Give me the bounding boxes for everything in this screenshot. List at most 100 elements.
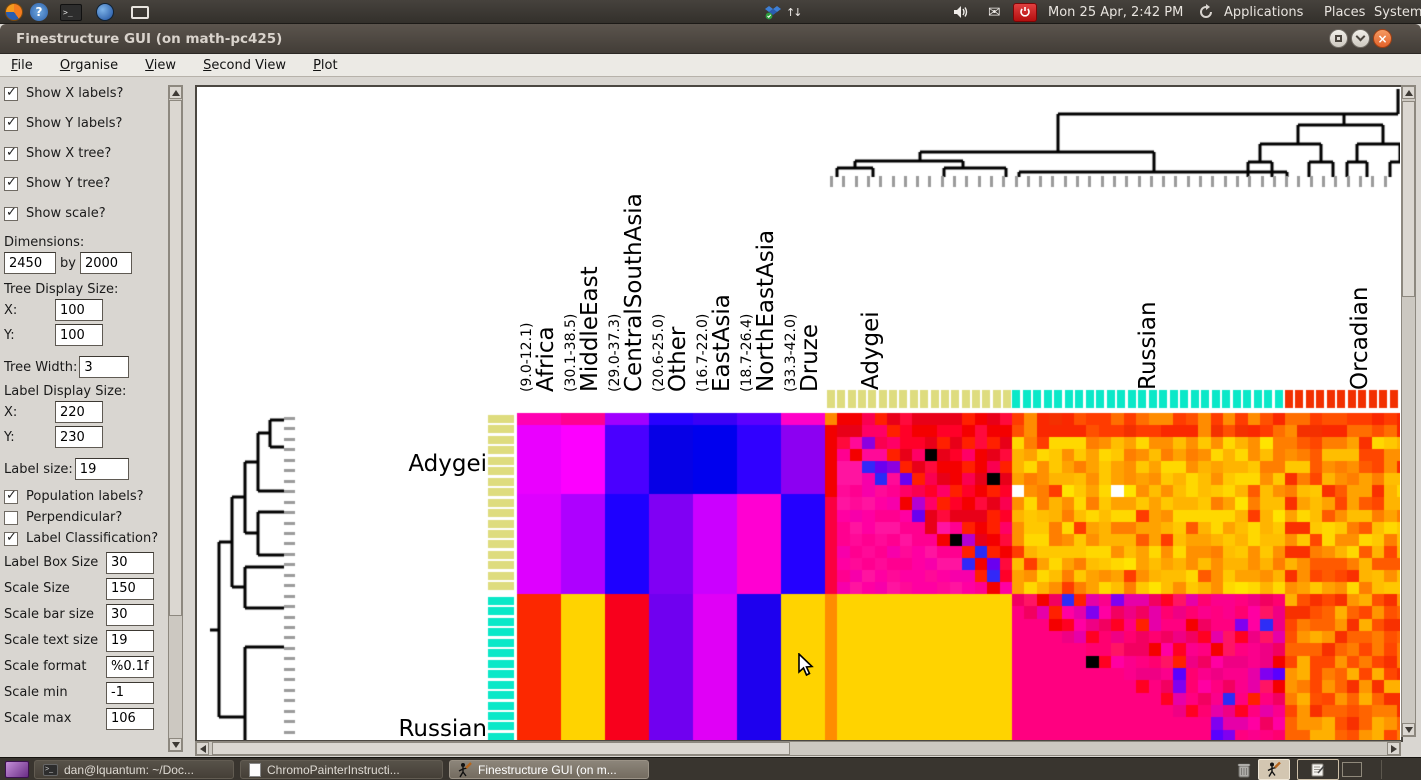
tree-display-size-label: Tree Display Size: <box>4 282 119 297</box>
clock[interactable]: Mon 25 Apr, 2:42 PM <box>1048 4 1184 20</box>
arrow-down-icon <box>171 741 180 748</box>
help-launcher[interactable]: ? <box>30 0 48 24</box>
menu-organise[interactable]: Organise <box>59 58 119 73</box>
scroll-up-button[interactable] <box>1402 86 1415 99</box>
checkbox-show-y-tree[interactable]: ✓ Show Y tree? <box>4 174 111 191</box>
menu-view[interactable]: View <box>145 58 177 73</box>
show-desktop-button[interactable] <box>5 761 29 778</box>
menu-file[interactable]: File <box>11 58 33 73</box>
dimension-width-input[interactable] <box>4 252 56 274</box>
sidebar-scrollbar[interactable] <box>168 85 183 752</box>
taskbar-window-finestructure[interactable]: Finestructure GUI (on m... <box>449 760 649 779</box>
dimension-height-input[interactable] <box>79 252 132 274</box>
scale-bar-size-label: Scale bar size <box>4 607 95 622</box>
tray-finestructure-button[interactable] <box>1258 759 1290 780</box>
checkbox-show-y-labels[interactable]: ✓ Show Y labels? <box>4 114 123 131</box>
menu-second-view[interactable]: Second View <box>203 58 286 73</box>
scrollbar-thumb[interactable] <box>169 100 182 616</box>
arrow-up-icon <box>171 89 180 96</box>
tree-display-x-input[interactable] <box>55 299 103 321</box>
top-panel: ? >_ ↑↓ ✉ Mon 25 Apr, 2:42 PM <box>0 0 1421 24</box>
plot-viewport: (9.0-12.1) Africa (30.1-38.5) MiddleEast… <box>195 85 1403 742</box>
label-size-input[interactable] <box>74 458 129 480</box>
firefox-launcher[interactable] <box>5 0 23 24</box>
coancestry-heatmap-canvas[interactable] <box>197 87 1400 740</box>
workspace-switcher[interactable] <box>1342 762 1362 777</box>
taskbar: >_ dan@lquantum: ~/Doc... ChromoPainterI… <box>0 757 1421 780</box>
check-icon: ✓ <box>6 487 17 503</box>
checkbox-population-labels[interactable]: ✓ Population labels? <box>4 487 144 504</box>
tray-notes-button[interactable] <box>1297 759 1339 780</box>
terminal-launcher[interactable]: >_ <box>60 0 82 24</box>
menu-plot[interactable]: Plot <box>313 58 338 73</box>
scale-size-input[interactable] <box>106 577 154 600</box>
taskbar-window-terminal[interactable]: >_ dan@lquantum: ~/Doc... <box>34 760 234 779</box>
row-group-label-russian: Russian <box>398 716 487 742</box>
scale-text-size-input[interactable] <box>106 629 154 652</box>
menu-system[interactable]: System <box>1374 4 1421 20</box>
tree-display-y-input[interactable] <box>55 324 103 346</box>
scroll-down-button[interactable] <box>169 738 182 751</box>
menu-places[interactable]: Places <box>1324 4 1366 20</box>
label-display-x-input[interactable] <box>55 401 103 423</box>
col-label-other: Other <box>665 326 691 392</box>
scale-format-label: Scale format <box>4 659 87 674</box>
col-group-label-russian: Russian <box>1135 301 1161 390</box>
window-minimize-button[interactable] <box>1351 29 1370 48</box>
thunderbird-launcher[interactable] <box>96 0 114 24</box>
scroll-right-button[interactable] <box>1387 742 1400 755</box>
label-display-y-input[interactable] <box>55 426 103 448</box>
taskbar-window-chromopainter[interactable]: ChromoPainterInstructi... <box>240 760 443 779</box>
check-icon: ✓ <box>6 84 17 100</box>
plot-vertical-scrollbar[interactable] <box>1401 85 1416 737</box>
power-icon <box>1013 2 1037 22</box>
label-size-label: Label size: <box>4 461 73 477</box>
dimensions-label: Dimensions: <box>4 235 85 250</box>
checkbox-show-x-labels[interactable]: ✓ Show X labels? <box>4 84 124 101</box>
label-box-size-input[interactable] <box>106 551 154 574</box>
tree-width-input[interactable] <box>79 356 130 378</box>
tree-x-label: X: <box>4 302 18 318</box>
plot-horizontal-scrollbar[interactable] <box>195 741 1401 756</box>
scrollbar-thumb[interactable] <box>212 742 790 755</box>
window-titlebar[interactable]: Finestructure GUI (on math-pc425) × <box>0 24 1421 54</box>
mouse-cursor <box>798 653 814 677</box>
scale-min-input[interactable] <box>106 681 154 704</box>
scrollbar-thumb[interactable] <box>1402 101 1415 297</box>
settings-sidebar: ✓ Show X labels? ✓ Show Y labels? ✓ Show X … <box>0 77 168 756</box>
dropbox-tray[interactable] <box>765 0 781 24</box>
menu-applications[interactable]: Applications <box>1224 4 1304 20</box>
window-maximize-button[interactable] <box>1329 29 1348 48</box>
updates-tray[interactable] <box>1198 0 1214 24</box>
scroll-down-button[interactable] <box>1402 723 1415 736</box>
mail-tray[interactable]: ✉ <box>988 0 1001 24</box>
scale-max-input[interactable] <box>106 707 154 730</box>
checkbox-show-x-tree[interactable]: ✓ Show X tree? <box>4 144 112 161</box>
scale-format-input[interactable] <box>106 655 154 678</box>
volume-tray[interactable] <box>953 0 971 24</box>
check-icon: ✓ <box>6 144 17 160</box>
thunderbird-icon <box>96 3 114 21</box>
arrow-right-icon <box>1390 744 1397 753</box>
display-settings-launcher[interactable] <box>131 0 149 24</box>
network-tray[interactable]: ↑↓ <box>786 0 803 24</box>
trash-applet[interactable] <box>1233 759 1255 780</box>
check-icon: ✓ <box>6 529 17 545</box>
firefox-icon <box>5 3 23 21</box>
col-label-africa: Africa <box>533 326 559 392</box>
arrow-down-icon <box>1404 726 1413 733</box>
session-power-button[interactable] <box>1013 0 1037 24</box>
scale-bar-size-input[interactable] <box>106 603 154 626</box>
checkbox-perpendicular[interactable]: Perpendicular? <box>4 509 168 526</box>
col-label-middleeast: MiddleEast <box>577 266 603 392</box>
checkbox-label-classification[interactable]: ✓ Label Classification? <box>4 529 159 546</box>
scroll-left-button[interactable] <box>196 742 209 755</box>
checkbox-show-scale[interactable]: ✓ Show scale? <box>4 204 106 221</box>
document-icon <box>249 762 261 777</box>
maximize-icon <box>1335 35 1342 42</box>
window-close-button[interactable]: × <box>1373 29 1392 48</box>
scale-min-label: Scale min <box>4 685 68 700</box>
notes-icon <box>1311 763 1325 776</box>
scroll-up-button[interactable] <box>169 86 182 99</box>
display-icon <box>131 5 149 19</box>
